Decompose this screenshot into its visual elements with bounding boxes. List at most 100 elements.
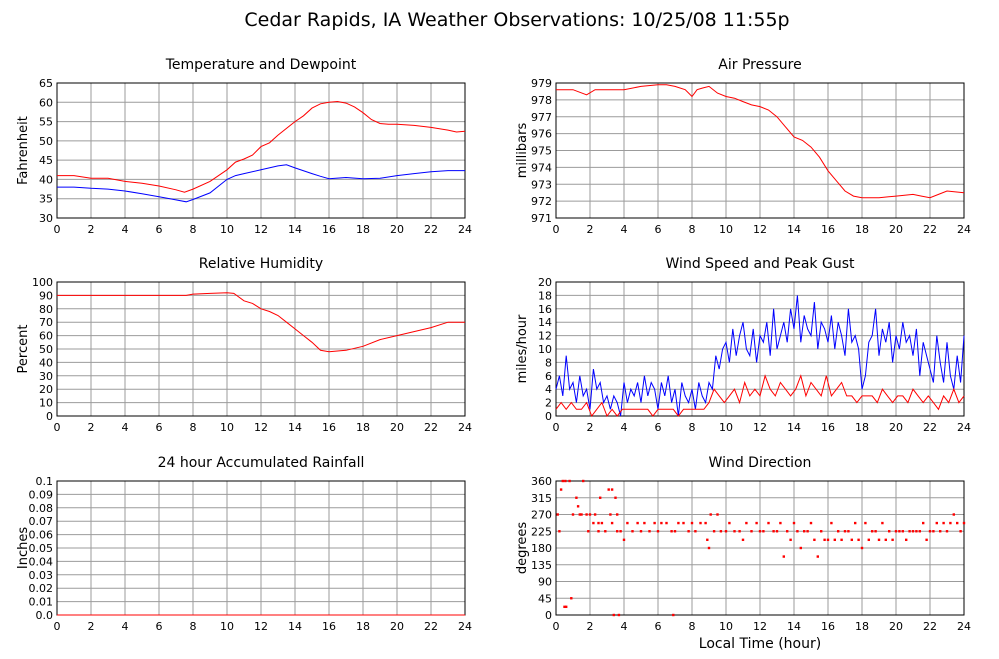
x-tick-label: 12 bbox=[753, 620, 767, 633]
data-point bbox=[772, 530, 775, 533]
y-tick-label: 10 bbox=[538, 343, 552, 356]
data-point bbox=[935, 521, 938, 525]
x-tick-label: 8 bbox=[689, 223, 696, 236]
x-tick-label: 6 bbox=[655, 223, 662, 236]
data-point bbox=[854, 521, 857, 525]
data-point bbox=[796, 530, 799, 533]
data-point bbox=[803, 530, 806, 533]
y-tick-label: 8 bbox=[545, 356, 552, 369]
x-tick-label: 20 bbox=[889, 620, 903, 633]
data-point bbox=[612, 613, 615, 617]
data-point bbox=[610, 488, 614, 491]
data-point bbox=[949, 521, 952, 525]
data-point bbox=[670, 530, 673, 533]
data-point bbox=[939, 530, 942, 533]
y-tick-label: 0 bbox=[545, 609, 552, 622]
data-point bbox=[564, 479, 567, 483]
plot-border bbox=[555, 480, 965, 616]
data-point bbox=[867, 538, 870, 542]
page-title: Cedar Rapids, IA Weather Observations: 1… bbox=[244, 9, 789, 31]
y-tick-label: 135 bbox=[531, 559, 552, 572]
data-point bbox=[864, 521, 867, 525]
y-tick-label: 975 bbox=[531, 145, 552, 158]
y-axis-label: Fahrenheit bbox=[16, 116, 31, 185]
x-tick-label: 12 bbox=[753, 421, 767, 434]
x-tick-label: 12 bbox=[254, 223, 268, 236]
y-tick-label: 973 bbox=[531, 178, 552, 191]
x-tick-label: 6 bbox=[156, 620, 163, 633]
data-point bbox=[576, 505, 580, 508]
data-point bbox=[687, 530, 690, 533]
data-point bbox=[580, 513, 583, 516]
y-tick-label: 0.1 bbox=[36, 475, 54, 488]
data-point bbox=[673, 530, 677, 533]
data-point bbox=[712, 530, 716, 533]
x-tick-label: 0 bbox=[553, 620, 560, 633]
y-tick-label: 0.03 bbox=[29, 569, 54, 582]
data-point bbox=[745, 521, 748, 525]
x-tick-label: 2 bbox=[88, 620, 95, 633]
x-tick-label: 2 bbox=[88, 223, 95, 236]
y-tick-label: 35 bbox=[39, 193, 53, 206]
y-tick-label: 18 bbox=[538, 289, 552, 302]
data-point bbox=[563, 605, 566, 609]
data-point bbox=[905, 538, 908, 542]
data-point bbox=[928, 530, 932, 533]
data-point bbox=[592, 521, 595, 525]
y-axis-label: miles/hour bbox=[515, 314, 530, 383]
data-point bbox=[874, 530, 877, 533]
data-point bbox=[898, 530, 901, 533]
x-tick-label: 0 bbox=[553, 421, 560, 434]
series-line-0 bbox=[57, 292, 465, 353]
x-tick-label: 10 bbox=[719, 421, 733, 434]
x-tick-label: 18 bbox=[855, 421, 869, 434]
data-point bbox=[779, 521, 782, 525]
data-point bbox=[616, 530, 619, 533]
data-point bbox=[789, 538, 792, 542]
data-point bbox=[656, 530, 660, 533]
x-tick-label: 0 bbox=[54, 421, 61, 434]
y-tick-label: 0.01 bbox=[29, 596, 54, 609]
y-tick-label: 65 bbox=[39, 77, 53, 90]
data-point bbox=[894, 530, 898, 533]
chart-title: Relative Humidity bbox=[199, 256, 323, 272]
data-point bbox=[755, 521, 758, 525]
y-tick-label: 0.08 bbox=[29, 502, 54, 515]
x-tick-label: 8 bbox=[689, 620, 696, 633]
x-tick-label: 6 bbox=[156, 421, 163, 434]
data-point bbox=[762, 530, 765, 533]
data-point bbox=[925, 538, 928, 542]
data-point bbox=[767, 521, 770, 525]
y-tick-label: 14 bbox=[538, 316, 552, 329]
chart-title: 24 hour Accumulated Rainfall bbox=[158, 455, 365, 471]
y-axis-label: Inches bbox=[16, 527, 31, 569]
data-point bbox=[816, 555, 819, 558]
data-point bbox=[826, 538, 830, 542]
y-tick-label: 270 bbox=[531, 509, 552, 522]
x-tick-label: 14 bbox=[288, 421, 302, 434]
data-point bbox=[843, 530, 847, 533]
x-tick-label: 6 bbox=[156, 223, 163, 236]
data-point bbox=[578, 513, 581, 516]
chart-direction: 0 2 4 6 8 10 12 14 16 18 20 22 240459013518022527031… bbox=[515, 455, 971, 633]
series-line-1 bbox=[57, 164, 465, 203]
data-point bbox=[911, 530, 915, 533]
data-point bbox=[918, 530, 921, 533]
y-tick-label: 30 bbox=[39, 212, 53, 225]
x-tick-label: 10 bbox=[220, 620, 234, 633]
data-point bbox=[582, 479, 585, 483]
chart-title: Wind Speed and Peak Gust bbox=[666, 256, 855, 272]
data-point bbox=[952, 513, 955, 516]
y-tick-label: 971 bbox=[531, 212, 552, 225]
x-tick-label: 16 bbox=[322, 620, 336, 633]
y-tick-label: 50 bbox=[39, 343, 53, 356]
y-tick-label: 0.07 bbox=[29, 515, 54, 528]
data-point bbox=[891, 538, 894, 542]
data-point bbox=[813, 538, 816, 542]
data-point bbox=[956, 521, 959, 525]
data-point bbox=[607, 488, 610, 491]
data-point bbox=[881, 521, 884, 525]
y-tick-label: 0.02 bbox=[29, 582, 54, 595]
x-tick-label: 22 bbox=[424, 421, 438, 434]
data-point bbox=[716, 513, 719, 516]
